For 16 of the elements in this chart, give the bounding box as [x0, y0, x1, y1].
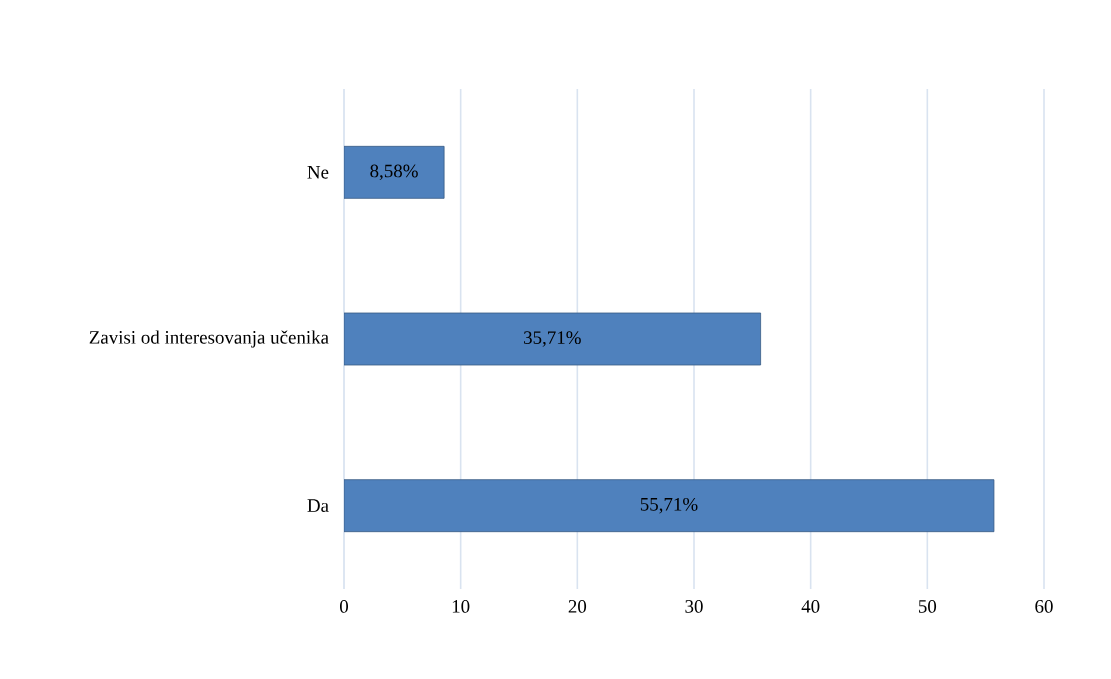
- x-tick-label: 10: [452, 600, 470, 613]
- bar: [344, 312, 762, 366]
- x-tick-label: 0: [339, 600, 349, 613]
- x-tick-label: 30: [685, 600, 703, 613]
- data-label: 55,71%: [640, 497, 698, 514]
- x-tick-label: 50: [918, 600, 937, 613]
- y-tick-label: Da: [307, 499, 329, 512]
- bar: [344, 479, 995, 533]
- y-tick-label: Zavisi od interesovanja učenika: [89, 330, 329, 348]
- y-tick-label: Ne: [307, 166, 329, 179]
- x-tick-label: 40: [801, 600, 820, 613]
- data-label: 8,58%: [370, 164, 418, 181]
- data-label: 35,71%: [524, 331, 581, 347]
- x-tick-label: 20: [568, 600, 587, 613]
- bar: [344, 145, 445, 199]
- x-tick-label: 60: [1035, 600, 1053, 613]
